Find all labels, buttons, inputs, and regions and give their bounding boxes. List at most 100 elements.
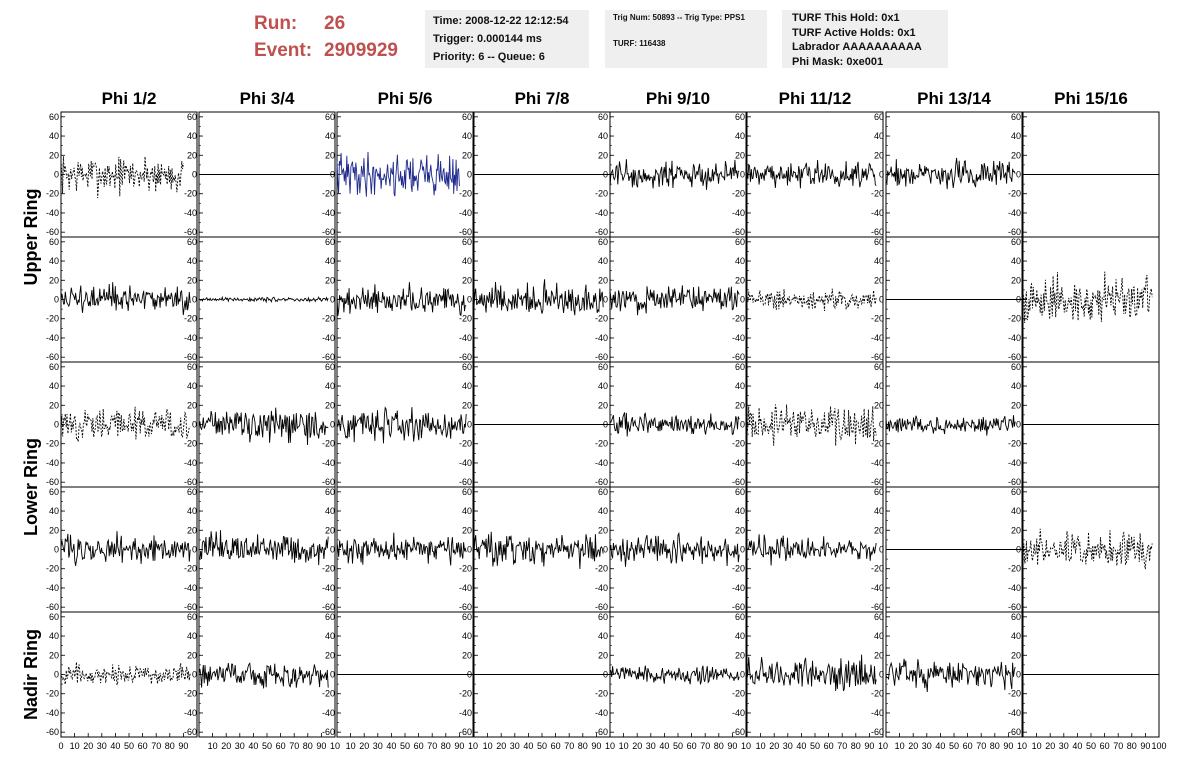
y-tick-label: 40: [1011, 381, 1021, 391]
y-tick-label: -60: [184, 727, 197, 737]
y-tick-label: 20: [187, 400, 197, 410]
y-tick-label: 0: [1016, 170, 1021, 180]
run-label: Run:: [254, 13, 298, 34]
x-tick-label: 10: [619, 741, 629, 751]
x-tick-label: 40: [796, 741, 806, 751]
y-tick-label: -40: [732, 208, 745, 218]
x-tick-label: 60: [276, 741, 286, 751]
y-tick-label: -40: [322, 583, 335, 593]
y-tick-label: -20: [732, 189, 745, 199]
y-tick-label: 60: [187, 237, 197, 247]
y-tick-label: 40: [1011, 631, 1021, 641]
y-tick-label: -60: [46, 227, 59, 237]
y-tick-label: 20: [187, 650, 197, 660]
x-tick-label: 70: [837, 741, 847, 751]
waveform-panel: -60 -40 -20 0 20 40 60: [871, 111, 1023, 238]
y-tick-label: 20: [1011, 525, 1021, 535]
y-tick-label: 60: [735, 487, 745, 497]
waveform-trace: [609, 285, 740, 316]
x-tick-label: 20: [632, 741, 642, 751]
waveform-panel: -60 -40 -20 0 20 40 60: [322, 111, 474, 238]
y-tick-label: -60: [595, 352, 608, 362]
y-tick-label: 0: [1016, 295, 1021, 305]
x-tick-label: 80: [714, 741, 724, 751]
waveform-trace: [336, 282, 467, 316]
y-tick-label: 0: [603, 295, 608, 305]
y-tick-label: -20: [322, 314, 335, 324]
y-tick-label: -60: [1008, 352, 1021, 362]
y-tick-label: 40: [49, 631, 59, 641]
y-tick-label: 0: [740, 170, 745, 180]
y-tick-label: 0: [192, 670, 197, 680]
waveform-trace: [746, 654, 877, 692]
y-tick-label: -20: [184, 189, 197, 199]
waveform-trace: [60, 156, 184, 199]
y-tick-label: -60: [732, 727, 745, 737]
y-tick-label: 0: [467, 670, 472, 680]
waveform-trace: [885, 415, 1016, 436]
y-tick-label: 0: [1016, 545, 1021, 555]
y-tick-label: -20: [871, 689, 884, 699]
y-tick-label: 40: [462, 506, 472, 516]
x-tick-label: 10: [756, 741, 766, 751]
turf-info-box: TURF This Hold: 0x1 TURF Active Holds: 0…: [782, 10, 948, 68]
waveform-panel: -60 -40 -20 0 20 40 60: [184, 361, 336, 488]
y-tick-label: 40: [874, 256, 884, 266]
x-tick-label: 70: [700, 741, 710, 751]
y-tick-label: -20: [46, 314, 59, 324]
waveform-panel: -60 -40 -20 0 20 40 60: [322, 486, 474, 613]
x-tick-label: 70: [564, 741, 574, 751]
waveform-panel: -60 -40 -20 0 20 40 60: [1008, 236, 1160, 363]
x-tick-label: 90: [454, 741, 464, 751]
y-tick-label: -60: [732, 352, 745, 362]
x-tick-label: 20: [1045, 741, 1055, 751]
x-tick-label: 80: [851, 741, 861, 751]
x-tick-label: 50: [124, 741, 134, 751]
panel-frame: [1022, 486, 1160, 613]
y-tick-label: 60: [598, 612, 608, 622]
x-tick-label: 80: [441, 741, 451, 751]
column-title: Phi 9/10: [646, 89, 710, 108]
phi-mask-text: Phi Mask: 0xe001: [792, 55, 884, 68]
waveform-panel: -60 -40 -20 0 20 40 60: [732, 111, 884, 238]
y-tick-label: -40: [459, 208, 472, 218]
x-tick-label: 30: [922, 741, 932, 751]
y-tick-label: 60: [1011, 487, 1021, 497]
x-tick-label: 0: [58, 741, 63, 751]
y-tick-label: -20: [322, 439, 335, 449]
y-tick-label: -60: [184, 227, 197, 237]
y-tick-label: 40: [735, 381, 745, 391]
x-tick-label: 10: [741, 741, 751, 751]
y-tick-label: -60: [595, 477, 608, 487]
y-tick-label: -20: [322, 689, 335, 699]
y-tick-label: 60: [598, 487, 608, 497]
y-tick-label: -20: [184, 689, 197, 699]
x-tick-label: 10: [878, 741, 888, 751]
y-tick-label: -60: [459, 727, 472, 737]
y-tick-label: 60: [598, 112, 608, 122]
y-tick-label: 0: [740, 545, 745, 555]
y-tick-label: 0: [740, 295, 745, 305]
y-tick-label: 0: [467, 170, 472, 180]
y-tick-label: -60: [1008, 227, 1021, 237]
x-tick-label: 40: [248, 741, 258, 751]
y-tick-label: 20: [735, 650, 745, 660]
x-tick-label: 70: [976, 741, 986, 751]
waveform-panel: -60 -40 -20 0 20 40 60: [732, 611, 884, 738]
y-tick-label: 40: [325, 381, 335, 391]
y-tick-label: 0: [330, 295, 335, 305]
waveform-trace: [746, 288, 877, 312]
y-tick-label: -40: [595, 708, 608, 718]
y-tick-label: 0: [192, 295, 197, 305]
x-tick-label: 10: [895, 741, 905, 751]
y-tick-label: 60: [187, 612, 197, 622]
y-tick-label: 0: [879, 170, 884, 180]
x-tick-label: 80: [990, 741, 1000, 751]
waveform-panel: -60 -40 -20 0 20 40 60: [1008, 111, 1160, 238]
y-tick-label: -20: [871, 439, 884, 449]
y-tick-label: -40: [871, 583, 884, 593]
trig-num-text: Trig Num: 50893 -- Trig Type: PPS1: [613, 13, 745, 22]
waveform-trace: [336, 532, 467, 566]
y-tick-label: -20: [184, 314, 197, 324]
